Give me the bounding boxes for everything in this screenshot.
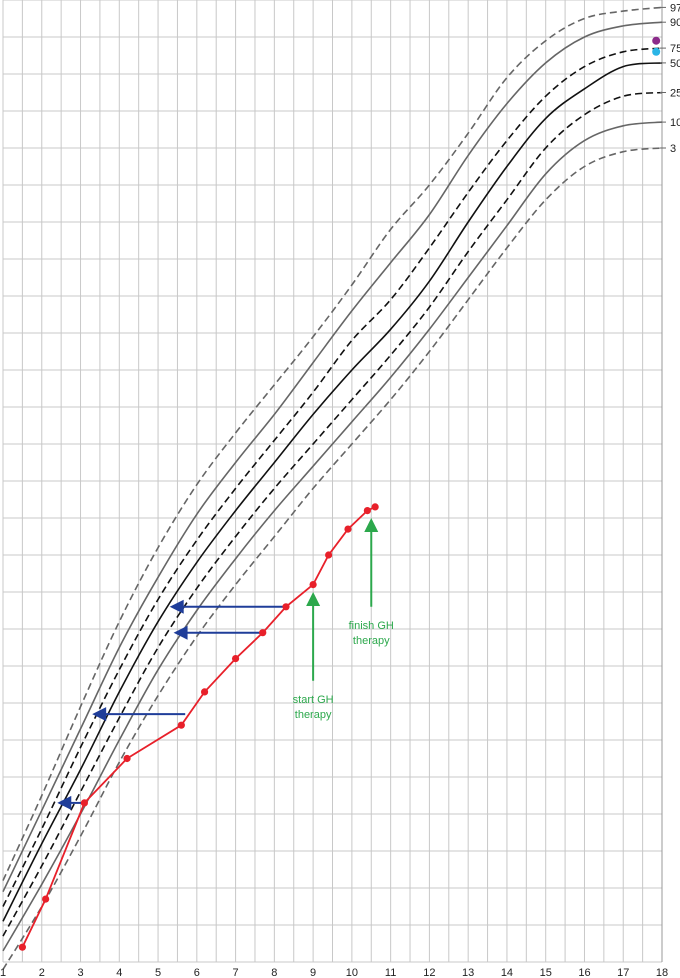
percentile-curve-50: [2, 62, 663, 922]
patient-point: [200, 688, 209, 696]
percentile-curve-90: [2, 21, 663, 893]
x-tick-label: 8: [271, 967, 277, 978]
patient-point: [325, 551, 333, 559]
bone-age-arrow-head: [57, 795, 72, 810]
x-tick-label: 4: [116, 967, 122, 978]
x-tick-label: 13: [462, 967, 474, 978]
bone-age-arrow-head: [169, 599, 184, 614]
therapy-label-line: start GH: [293, 694, 334, 706]
percentile-curve-97: [2, 6, 663, 881]
x-tick-label: 7: [233, 967, 239, 978]
x-tick-label: 11: [385, 967, 396, 978]
percentile-label-97: 97: [670, 2, 680, 14]
therapy-arrow-head: [364, 518, 379, 532]
bone-age-arrow-head: [92, 707, 107, 722]
x-tick-label: 16: [578, 967, 590, 978]
x-tick-label: 10: [346, 967, 358, 978]
x-tick-label: 15: [540, 967, 552, 978]
percentile-label-10: 10: [670, 117, 680, 129]
patient-point: [231, 655, 240, 663]
percentile-label-25: 25: [670, 88, 680, 100]
therapy-annotations: start GH therapy finish GH therapy: [293, 518, 394, 721]
parent-marker: [652, 36, 661, 45]
bone-age-arrow-head: [173, 625, 188, 640]
percentile-curve-25: [2, 91, 663, 937]
grid: [2, 0, 663, 963]
x-tick-label: 5: [155, 967, 161, 978]
percentile-labels: 97 90 75 50 25 10 3: [660, 2, 680, 155]
percentile-curve-75: [2, 47, 663, 907]
patient-point: [371, 503, 379, 511]
percentile-curve-10: [2, 121, 663, 952]
patient-point: [344, 525, 352, 533]
percentile-label-3: 3: [670, 143, 676, 155]
patient-point: [42, 895, 50, 903]
percentile-curves: [2, 6, 663, 970]
x-tick-label: 17: [617, 967, 629, 978]
patient-point: [282, 603, 290, 611]
parent-marker: [652, 47, 661, 56]
x-tick-label: 3: [77, 967, 83, 978]
x-tick-label: 2: [39, 967, 45, 978]
patient-point: [177, 721, 185, 729]
percentile-curve-3: [2, 147, 663, 970]
patient-point: [309, 581, 317, 589]
patient-point: [259, 629, 267, 637]
x-tick-label: 1: [0, 967, 6, 978]
therapy-arrow-head: [306, 592, 321, 606]
x-tick-label: 18: [656, 967, 668, 978]
therapy-label-line: finish GH: [349, 620, 394, 632]
patient-point: [123, 754, 131, 763]
therapy-label-line: therapy: [295, 709, 332, 721]
bone-age-arrows: [57, 599, 286, 810]
percentile-label-75: 75: [670, 43, 680, 55]
percentile-label-90: 90: [670, 17, 680, 29]
patient-point: [363, 507, 371, 515]
patient-line: [21, 506, 376, 948]
x-tick-label: 6: [194, 967, 200, 978]
parent-markers: [652, 36, 661, 56]
therapy-label-line: therapy: [353, 635, 390, 647]
x-tick-label: 14: [501, 967, 513, 978]
x-tick-label: 12: [423, 967, 435, 978]
x-tick-labels: 1 2 3 4 5 6 7 8 9 10 11 12 13 14 15 16 17 18: [0, 967, 668, 978]
patient-point: [80, 799, 89, 807]
x-tick-label: 9: [310, 967, 316, 978]
patient-series: [18, 503, 379, 951]
percentile-label-50: 50: [670, 58, 680, 70]
patient-point: [18, 943, 26, 951]
